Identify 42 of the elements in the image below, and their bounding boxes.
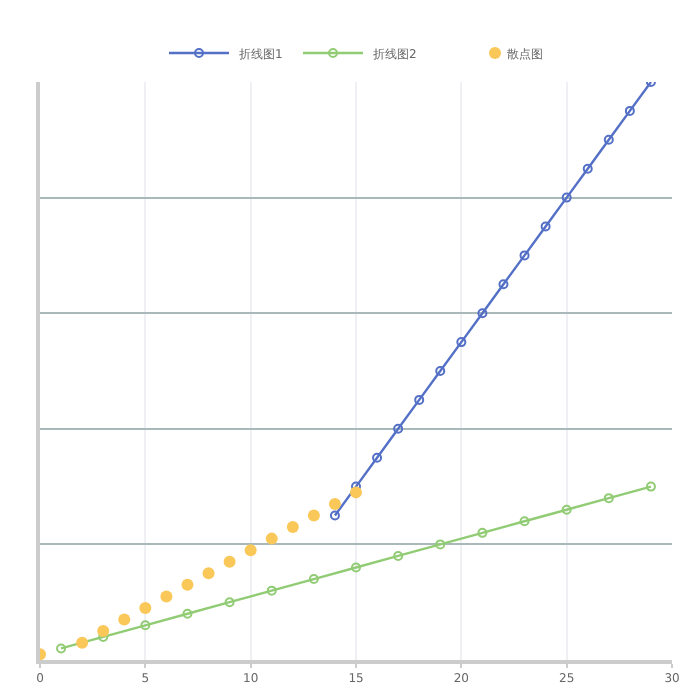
point [456,337,467,348]
point [202,567,215,580]
point [498,279,509,290]
point [372,452,383,463]
point [624,105,635,116]
point [118,613,131,626]
point [477,308,488,319]
point [265,532,278,545]
point [97,625,110,638]
point [393,423,404,434]
point [224,597,235,608]
point [307,509,320,522]
point [329,510,340,521]
point [182,608,193,619]
point [435,366,446,376]
point [645,481,656,492]
point [603,493,614,504]
point [414,394,425,405]
point [76,636,89,649]
point [139,601,152,614]
point [328,497,341,510]
point [603,134,614,145]
point [244,544,257,557]
point [582,163,593,174]
point [223,555,236,568]
point [351,562,361,573]
point [266,585,277,596]
point [56,643,67,654]
point [519,516,530,527]
point [561,192,572,203]
point [435,539,446,550]
point [140,620,151,631]
point [350,486,362,499]
point [477,527,488,538]
point [540,221,551,232]
point [561,504,572,515]
point [286,521,299,534]
point [393,550,404,561]
point [519,250,530,261]
point [181,578,194,591]
point [160,590,173,603]
point [308,574,319,585]
